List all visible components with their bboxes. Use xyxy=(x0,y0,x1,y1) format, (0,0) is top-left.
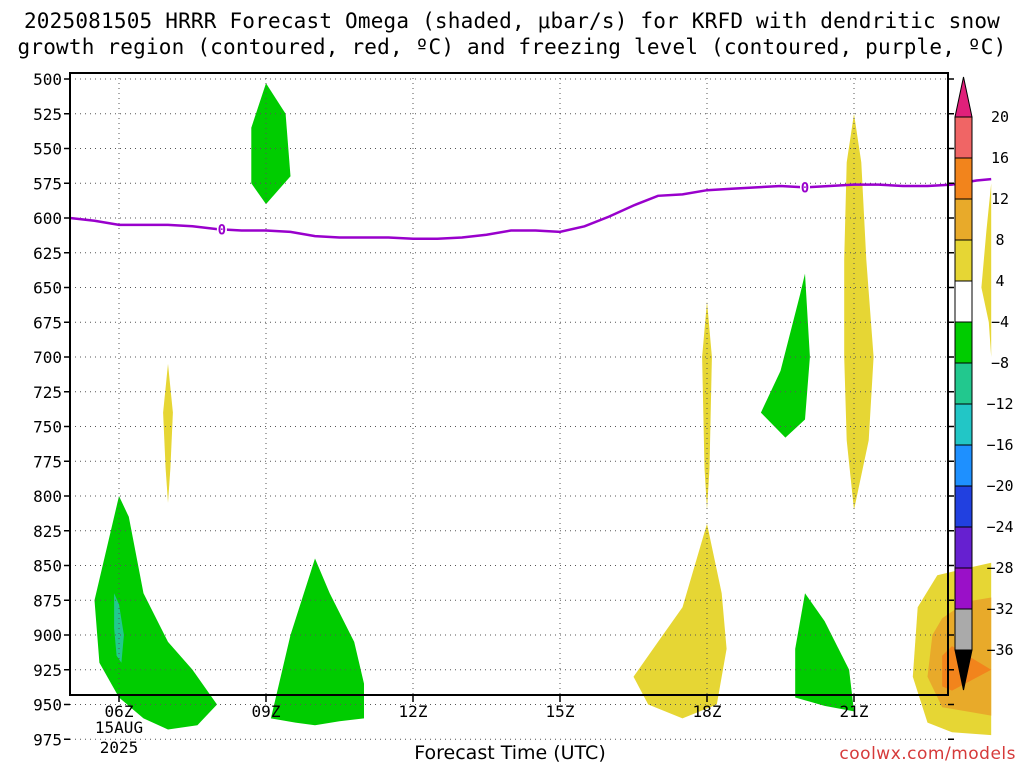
freezing-label-bg-1 xyxy=(800,180,810,195)
freezing-level-label-1: 0 xyxy=(801,180,809,196)
plot-frame xyxy=(69,72,949,696)
colorbar-swatch-0 xyxy=(954,116,973,159)
colorbar-top-arrow xyxy=(954,76,973,118)
colorbar-swatch-9 xyxy=(954,485,973,528)
x-axis: 06Z 09Z 12Z 15Z 18Z 21Z xyxy=(105,695,869,721)
colorbar-label-13: −36 xyxy=(986,641,1013,659)
colorbar-label-1: 16 xyxy=(991,149,1009,167)
chart-title: 2025081505 HRRR Forecast Omega (shaded, … xyxy=(17,9,1007,59)
date-day: 15AUG xyxy=(95,718,143,737)
y-tick-label-725: 725 xyxy=(33,383,62,402)
colorbar-swatch-8 xyxy=(954,444,973,487)
y-axis: 500 525 550 575 600 625 650 675 700 725 750 775 800 8… xyxy=(33,70,954,749)
colorbar-swatch-5 xyxy=(954,321,973,364)
y-tick-label-525: 525 xyxy=(33,105,62,124)
freezing-level-label-0: 0 xyxy=(218,222,226,238)
credit-text: coolwx.com/models xyxy=(839,744,1016,764)
y-tick-label-850: 850 xyxy=(33,557,62,576)
colorbar-label-9: −20 xyxy=(986,477,1013,495)
y-tick-label-800: 800 xyxy=(33,487,62,506)
x-tick-label-15Z: 15Z xyxy=(546,702,575,721)
y-tick-label-625: 625 xyxy=(33,244,62,263)
colorbar-swatch-12 xyxy=(954,608,973,651)
y-tick-label-575: 575 xyxy=(33,174,62,193)
y-tick-label-775: 775 xyxy=(33,452,62,471)
omega-region-4 xyxy=(163,363,173,503)
x-axis-label: Forecast Time (UTC) xyxy=(414,742,606,764)
colorbar-swatch-3 xyxy=(954,239,973,282)
y-tick-label-600: 600 xyxy=(33,209,62,228)
date-year: 2025 xyxy=(100,738,139,757)
y-tick-label-975: 975 xyxy=(33,730,62,749)
omega-region-2 xyxy=(251,83,291,205)
omega-region-5 xyxy=(633,523,727,719)
colorbar-label-2: 12 xyxy=(991,190,1009,208)
colorbar-label-6: −8 xyxy=(991,354,1009,372)
freezing-level-layer: 00 xyxy=(69,177,992,241)
x-tick-label-06Z: 06Z xyxy=(105,702,134,721)
colorbar: 20 16 12 8 4 −4 −8 −12 −16 −20 −24 −28 −32 −36 xyxy=(954,76,1014,691)
y-tick-label-500: 500 xyxy=(33,70,62,89)
x-tick-label-09Z: 09Z xyxy=(252,702,281,721)
omega-region-8 xyxy=(795,593,854,712)
colorbar-label-0: 20 xyxy=(991,108,1009,126)
colorbar-label-11: −28 xyxy=(986,559,1013,577)
omega-region-7 xyxy=(760,273,810,438)
colorbar-swatch-7 xyxy=(954,403,973,446)
colorbar-swatch-4 xyxy=(954,280,973,323)
omega-regions xyxy=(94,83,992,736)
omega-region-9 xyxy=(844,113,874,510)
omega-region-6 xyxy=(702,301,712,510)
y-tick-label-700: 700 xyxy=(33,348,62,367)
grid-lines xyxy=(70,73,948,740)
freezing-label-bg-0 xyxy=(216,222,227,237)
colorbar-swatch-10 xyxy=(954,526,973,569)
y-tick-label-950: 950 xyxy=(33,696,62,715)
colorbar-label-4: 4 xyxy=(995,272,1004,290)
colorbar-label-5: −4 xyxy=(991,313,1009,331)
x-tick-label-18Z: 18Z xyxy=(693,702,722,721)
y-tick-label-650: 650 xyxy=(33,279,62,298)
colorbar-label-8: −16 xyxy=(986,436,1013,454)
x-tick-label-21Z: 21Z xyxy=(840,702,869,721)
omega-region-0 xyxy=(94,496,217,730)
y-tick-label-675: 675 xyxy=(33,313,62,332)
colorbar-swatch-6 xyxy=(954,362,973,405)
colorbar-swatch-2 xyxy=(954,198,973,241)
colorbar-swatch-1 xyxy=(954,157,973,200)
y-tick-label-750: 750 xyxy=(33,418,62,437)
y-tick-label-900: 900 xyxy=(33,626,62,645)
colorbar-swatch-11 xyxy=(954,567,973,610)
omega-region-10 xyxy=(981,183,992,357)
colorbar-label-12: −32 xyxy=(986,600,1013,618)
colorbar-label-10: −24 xyxy=(986,518,1013,536)
colorbar-label-3: 8 xyxy=(995,231,1004,249)
colorbar-bottom-arrow xyxy=(954,649,973,691)
omega-region-3 xyxy=(270,558,364,726)
y-tick-label-550: 550 xyxy=(33,140,62,159)
y-tick-label-925: 925 xyxy=(33,661,62,680)
x-tick-label-12Z: 12Z xyxy=(399,702,428,721)
y-tick-label-875: 875 xyxy=(33,591,62,610)
y-tick-label-825: 825 xyxy=(33,522,62,541)
colorbar-label-7: −12 xyxy=(986,395,1013,413)
